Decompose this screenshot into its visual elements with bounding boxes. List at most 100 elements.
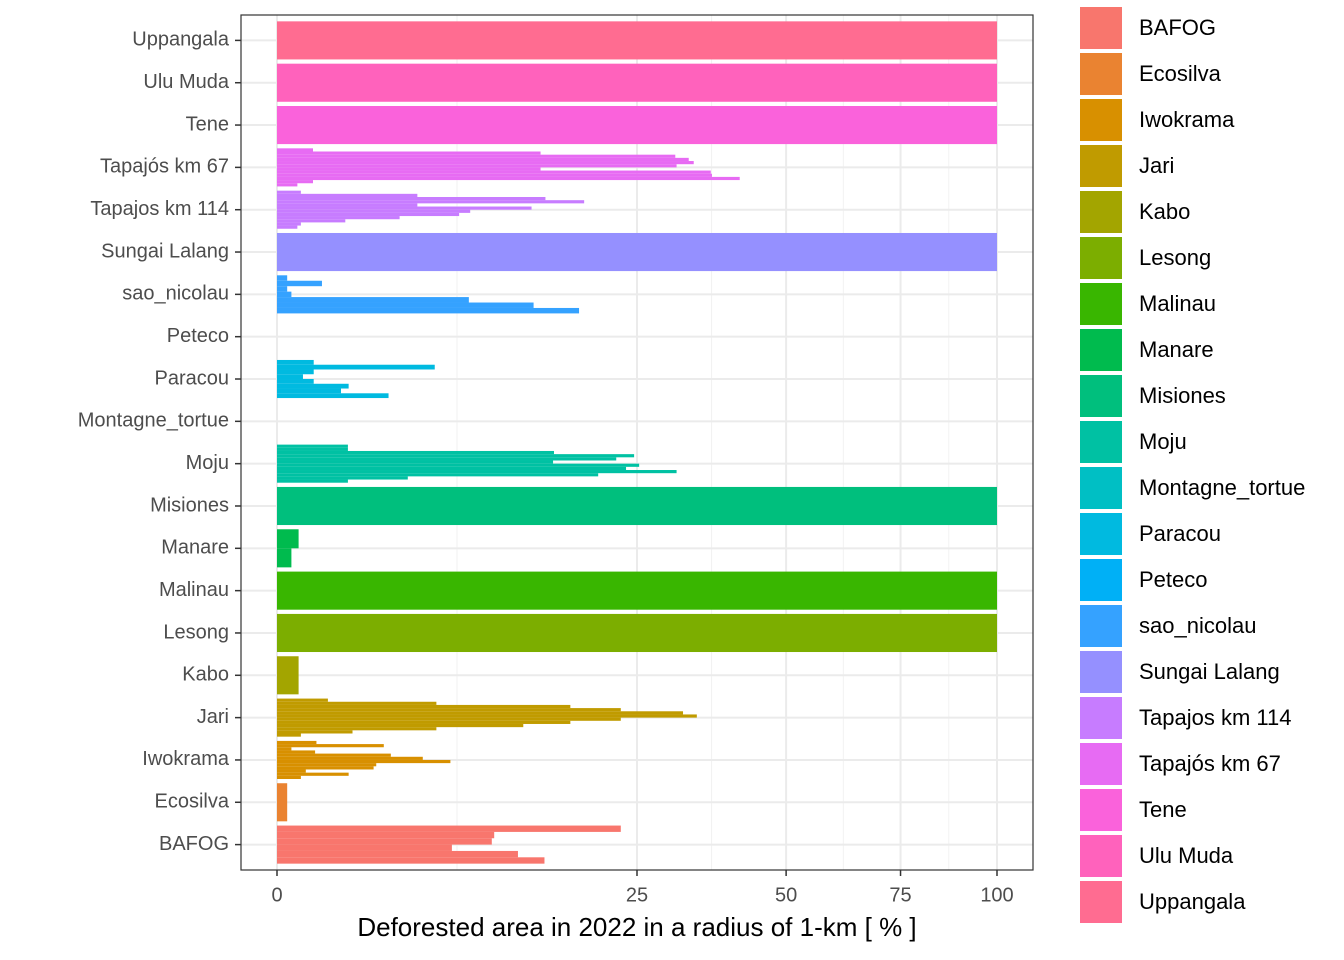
- legend-label: Manare: [1139, 337, 1214, 362]
- bar: [277, 197, 546, 201]
- bar: [277, 708, 621, 712]
- legend-key: [1080, 559, 1122, 601]
- bar: [277, 164, 677, 168]
- bar: [277, 212, 460, 217]
- y-tick-label: Malinau: [159, 579, 229, 601]
- bar: [277, 154, 676, 158]
- legend-key: [1080, 605, 1122, 647]
- bar: [277, 359, 314, 365]
- bar: [277, 151, 541, 155]
- x-axis-title: Deforested area in 2022 in a radius of 1…: [357, 912, 916, 942]
- bar: [277, 183, 298, 187]
- legend-label: Tapajós km 67: [1139, 751, 1281, 776]
- bar: [277, 698, 328, 702]
- legend-key: [1080, 99, 1122, 141]
- legend-label: Jari: [1139, 153, 1174, 178]
- bar: [277, 717, 621, 721]
- bar: [277, 232, 997, 272]
- bar: [277, 393, 389, 399]
- bar: [277, 369, 314, 375]
- legend-key: [1080, 513, 1122, 555]
- bar: [277, 463, 640, 467]
- legend-key: [1080, 421, 1122, 463]
- bar: [277, 444, 348, 448]
- bar: [277, 479, 348, 483]
- y-tick-label: Iwokrama: [142, 748, 230, 770]
- x-tick-label: 50: [775, 884, 797, 906]
- legend-key: [1080, 743, 1122, 785]
- bar: [277, 466, 627, 471]
- y-tick-label: Ecosilva: [155, 791, 230, 813]
- bar: [277, 216, 400, 220]
- bar: [277, 711, 684, 715]
- bar: [277, 730, 353, 734]
- legend-key: [1080, 881, 1122, 923]
- y-tick-label: Jari: [197, 706, 229, 728]
- bar: [277, 701, 437, 705]
- y-tick-label: BAFOG: [159, 833, 229, 855]
- bar: [277, 766, 374, 770]
- bar: [277, 783, 288, 822]
- bar: [277, 176, 740, 181]
- legend-key: [1080, 651, 1122, 693]
- bar: [277, 470, 677, 474]
- bar: [277, 844, 452, 851]
- legend-label: Kabo: [1139, 199, 1190, 224]
- bar: [277, 297, 469, 303]
- legend-label: Tapajos km 114: [1139, 705, 1291, 730]
- y-tick-label: Tapajos km 114: [90, 198, 229, 220]
- legend-key: [1080, 375, 1122, 417]
- bar: [277, 769, 306, 773]
- y-tick-label: Misiones: [150, 494, 229, 516]
- bar: [277, 756, 423, 760]
- bar: [277, 383, 349, 389]
- bar: [277, 723, 524, 728]
- bar: [277, 63, 997, 102]
- bar: [277, 733, 301, 737]
- x-tick-label: 75: [889, 884, 911, 906]
- bar: [277, 838, 492, 845]
- bar: [277, 727, 437, 731]
- legend-label: Malinau: [1139, 291, 1216, 316]
- legend-label: Moju: [1139, 429, 1187, 454]
- bar: [277, 750, 316, 754]
- bar: [277, 571, 997, 610]
- bar: [277, 209, 471, 213]
- bar: [277, 450, 554, 455]
- bar: [277, 704, 571, 709]
- bar: [277, 460, 554, 464]
- legend-key: [1080, 191, 1122, 233]
- bar: [277, 275, 288, 281]
- legend-label: Sungai Lalang: [1139, 659, 1280, 684]
- legend-label: sao_nicolau: [1139, 613, 1256, 638]
- bar: [277, 203, 418, 207]
- bar: [277, 374, 303, 380]
- legend-label: Tene: [1139, 797, 1187, 822]
- y-tick-label: Tene: [186, 113, 229, 135]
- x-tick-label: 100: [980, 884, 1013, 906]
- bar: [277, 379, 314, 384]
- bar: [277, 167, 541, 171]
- bar: [277, 21, 997, 60]
- legend-key: [1080, 835, 1122, 877]
- legend-key: [1080, 237, 1122, 279]
- bar: [277, 193, 418, 198]
- legend-key: [1080, 283, 1122, 325]
- y-tick-label: Moju: [186, 452, 229, 474]
- legend-label: Montagne_tortue: [1139, 475, 1305, 500]
- legend-label: Paracou: [1139, 521, 1221, 546]
- y-tick-label: sao_nicolau: [122, 283, 229, 305]
- bar: [277, 302, 534, 308]
- bar: [277, 763, 377, 767]
- y-tick-label: Montagne_tortue: [78, 410, 229, 432]
- bar: [277, 476, 408, 480]
- bar: [277, 850, 518, 858]
- legend-label: BAFOG: [1139, 15, 1216, 40]
- y-tick-label: Peteco: [167, 325, 229, 347]
- bar: [277, 831, 495, 839]
- y-tick-label: Kabo: [182, 664, 229, 686]
- bar: [277, 753, 391, 757]
- legend-label: Ulu Muda: [1139, 843, 1234, 868]
- legend-key: [1080, 789, 1122, 831]
